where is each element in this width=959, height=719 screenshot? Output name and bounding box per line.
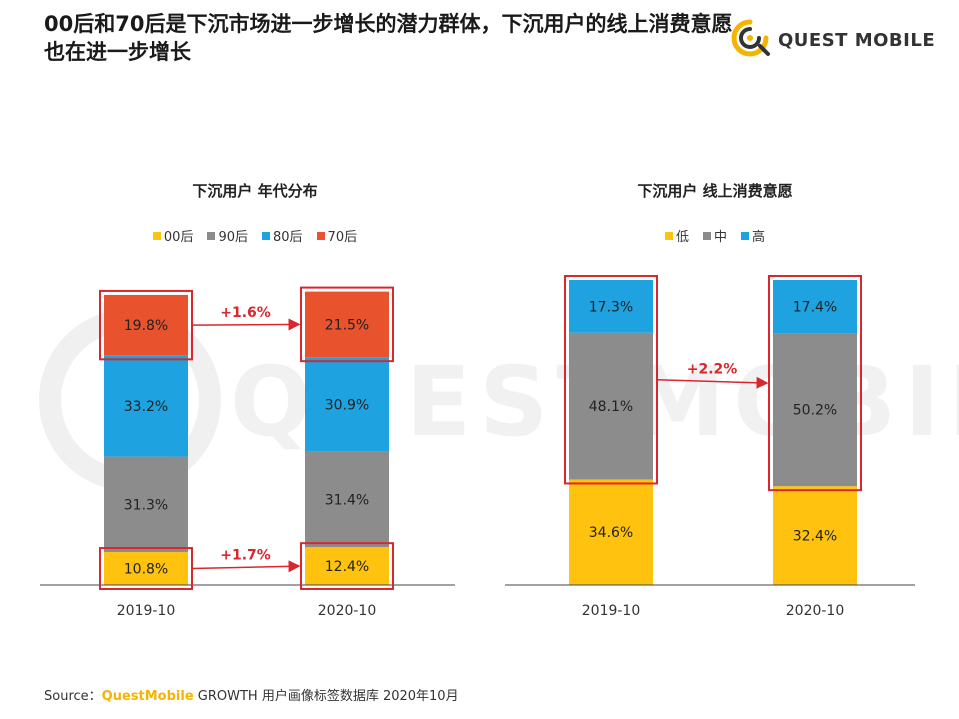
questmobile-logo-icon [731, 19, 770, 57]
highlight-box [300, 286, 394, 363]
data-label: 48.1% [589, 399, 633, 415]
bar-segment [569, 280, 653, 333]
tick-label: 2020-10 [318, 603, 377, 619]
chart-title: 下沉用户 年代分布 [192, 182, 318, 200]
bar-segment [104, 294, 188, 356]
age-distribution-chart: 下沉用户 年代分布 00后 90后 80后 70后 10.8% 31.3% 33.2% 19… [40, 180, 470, 630]
source-text: GROWTH 用户画像标签数据库 2020年10月 [193, 689, 459, 704]
bar-segment [773, 280, 857, 334]
legend-label: 80后 [273, 230, 303, 245]
consumption-willingness-chart: 下沉用户 线上消费意愿 低 中 高 34.6% 48.1% 17.3% 2019-10 32… [505, 180, 925, 630]
data-label: 21.5% [325, 317, 369, 333]
bar-segment [773, 333, 857, 487]
legend-label: 中 [713, 230, 727, 245]
legend-swatch [207, 231, 216, 240]
bar-segment [104, 456, 188, 553]
legend-swatch [262, 231, 270, 240]
tick-label: 2020-10 [786, 603, 845, 619]
data-label: 12.4% [325, 559, 369, 575]
bar-segment [305, 547, 389, 585]
annotation-label: +1.6% [220, 305, 271, 321]
source-label: Source： [44, 689, 102, 704]
tick-label: 2019-10 [117, 603, 176, 619]
legend-item: 00后 [152, 226, 194, 245]
legend-swatch [741, 231, 749, 240]
data-label: 19.8% [124, 318, 168, 334]
legend-item: 80后 [262, 226, 303, 245]
legend-label: 高 [752, 230, 766, 245]
source-brand: QuestMobile [101, 689, 194, 704]
bar-segment [104, 355, 188, 457]
data-label: 30.9% [325, 397, 369, 413]
source-note: Source：QuestMobile GROWTH 用户画像标签数据库 2020… [44, 685, 459, 704]
highlight-box [99, 289, 193, 361]
annotation-arrow [191, 560, 301, 573]
data-label: 50.2% [793, 403, 837, 419]
chart-plot: 34.6% 48.1% 17.3% 2019-10 32.4% 50.2% 17.4% 202… [505, 275, 915, 619]
legend-item: 中 [702, 226, 727, 245]
bar-segment [305, 451, 389, 548]
bar-segment [569, 332, 653, 480]
legend-label: 00后 [163, 230, 194, 245]
bar-segment [305, 357, 389, 452]
legend-item: 90后 [207, 226, 248, 245]
bar-segment [773, 486, 857, 585]
data-label: 17.3% [589, 299, 633, 315]
annotation-label: +1.7% [220, 547, 271, 563]
highlight-box [768, 275, 862, 492]
brand-name: QUEST MOBILE [778, 30, 936, 51]
legend-label: 70后 [327, 230, 358, 245]
data-label: 10.8% [124, 562, 168, 578]
legend-swatch [316, 231, 325, 240]
legend-swatch [702, 231, 711, 240]
highlight-box [300, 542, 394, 590]
annotation-arrow [656, 376, 769, 389]
data-label: 31.3% [124, 497, 168, 513]
page-title: 00后和70后是下沉市场进一步增长的潜力群体，下沉用户的线上消费意愿也在进一步增… [44, 12, 733, 64]
data-label: 34.6% [589, 525, 633, 541]
highlight-box [564, 275, 658, 485]
bar-segment [569, 479, 653, 585]
tick-label: 2019-10 [582, 603, 641, 619]
brand-logo: QUEST MOBILE [728, 16, 935, 60]
chart-plot: 10.8% 31.3% 33.2% 19.8% 2019-10 12.4% 31.4% 30.… [40, 286, 455, 619]
legend-item: 70后 [316, 226, 358, 245]
legend-item: 低 [664, 226, 689, 245]
legend-label: 低 [675, 230, 689, 245]
data-label: 32.4% [793, 529, 837, 545]
chart-legend: 低中高 [505, 226, 925, 245]
chart-title: 下沉用户 线上消费意愿 [637, 182, 793, 200]
legend-swatch [664, 231, 673, 240]
annotation-arrow [191, 318, 301, 331]
chart-legend: 00后 90后 80后 70后 [40, 226, 470, 245]
data-label: 31.4% [325, 492, 369, 508]
data-label: 33.2% [124, 399, 168, 415]
legend-item: 高 [741, 226, 765, 245]
legend-label: 90后 [218, 230, 248, 245]
legend-swatch [152, 231, 161, 240]
annotation-label: +2.2% [687, 361, 738, 377]
bar-segment [305, 291, 389, 358]
data-label: 17.4% [793, 300, 837, 316]
bar-segment [104, 552, 188, 585]
